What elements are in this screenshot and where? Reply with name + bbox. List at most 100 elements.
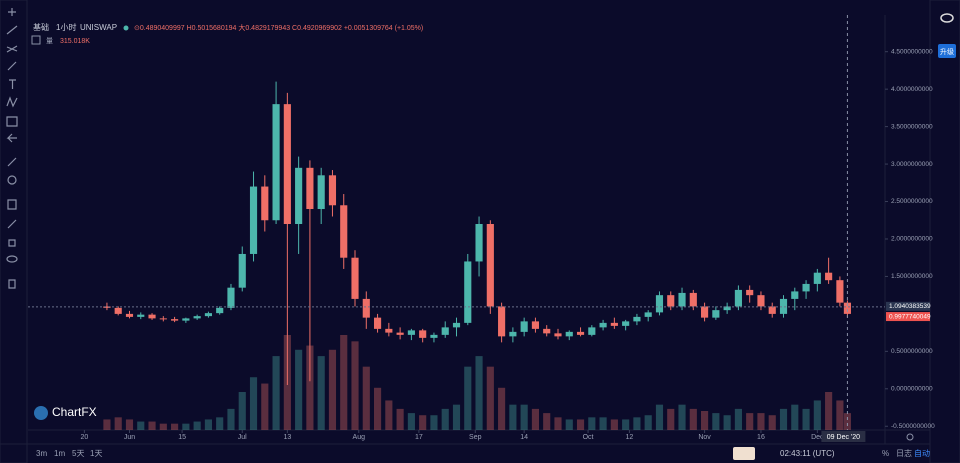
volume-bar	[362, 366, 370, 430]
candle-body	[588, 327, 596, 335]
x-tick-label: Jul	[238, 434, 247, 441]
candle-body	[385, 328, 393, 333]
volume-bar	[317, 356, 325, 430]
candle-body	[148, 314, 156, 319]
volume-bar	[261, 383, 269, 430]
volume-bar	[701, 411, 709, 430]
price-label: 1.0940383539	[889, 303, 931, 310]
volume-bar	[464, 366, 472, 430]
volume-bar	[182, 423, 190, 430]
volume-bar	[779, 408, 788, 430]
candle-body	[216, 307, 224, 314]
candle-body	[227, 287, 235, 308]
volume-bar	[554, 417, 562, 430]
volume-bar	[610, 419, 618, 430]
candle-body	[813, 272, 821, 284]
crosshair-label-bg	[821, 431, 866, 442]
candle-body	[137, 314, 145, 317]
x-tick-label: Sep	[469, 434, 482, 441]
left-toolbar	[0, 0, 28, 463]
screenshot-button[interactable]	[733, 447, 755, 460]
candle-body	[554, 333, 562, 337]
volume-bar	[103, 419, 111, 430]
ohlc-readout: ⊙0.4890409997 H0.5015680194 大0.482917994…	[134, 23, 423, 32]
volume-bar	[588, 417, 596, 430]
volume-bar	[633, 417, 641, 430]
y-tick-label: 4.0000000000	[891, 86, 933, 93]
volume-bar	[407, 413, 415, 430]
upgrade-button[interactable]	[938, 44, 956, 58]
volume-bar	[193, 421, 201, 430]
x-tick-label: 14	[520, 434, 528, 441]
candle-body	[103, 306, 111, 308]
candle-body	[340, 205, 348, 258]
candle-body	[464, 261, 472, 323]
volume-bar	[791, 404, 799, 430]
volume-bar	[509, 404, 517, 430]
range-button[interactable]: 1m	[54, 449, 65, 458]
candle-body	[193, 316, 201, 319]
volume-bar	[689, 408, 697, 430]
x-tick-label: Aug	[353, 434, 366, 441]
log-toggle[interactable]: 日志	[896, 448, 912, 458]
candle-body	[633, 316, 641, 322]
range-button[interactable]: 3m	[36, 449, 47, 458]
volume-bar	[486, 366, 494, 430]
candle-body	[701, 306, 709, 318]
x-tick-label: Jun	[124, 434, 135, 441]
volume-bar	[768, 415, 776, 430]
collapse-toggle[interactable]	[31, 35, 41, 45]
candle-body	[204, 313, 212, 317]
volume-bar	[543, 413, 551, 430]
volume-bar	[746, 413, 754, 430]
volume-bar	[272, 356, 280, 430]
clock: 02:43:11 (UTC)	[780, 449, 835, 458]
auto-toggle[interactable]: 自动	[914, 448, 930, 458]
y-tick-label: 0.0000000000	[891, 386, 933, 393]
status-dot	[123, 25, 129, 31]
candle-body	[441, 327, 449, 335]
volume-bar	[148, 421, 156, 430]
volume-bar	[125, 419, 134, 430]
candle-body	[430, 334, 438, 338]
volume-bar	[385, 400, 393, 430]
volume-bar	[295, 349, 303, 430]
candle-body	[486, 223, 494, 307]
candle-body	[667, 295, 675, 307]
volume-bar	[498, 387, 506, 430]
volume-bar	[171, 423, 179, 430]
y-tick-label: 1.5000000000	[891, 273, 933, 280]
range-button[interactable]: 5天	[72, 449, 84, 458]
volume-bar	[238, 392, 246, 430]
candle-body	[362, 298, 370, 318]
volume-bar	[216, 417, 224, 430]
settings-icon[interactable]	[906, 433, 914, 441]
candle-body	[475, 223, 483, 262]
volume-bar	[204, 419, 212, 430]
volume-bar	[531, 408, 540, 430]
price-label-bg	[886, 312, 930, 322]
eye-icon[interactable]	[940, 13, 954, 23]
volume-bar	[712, 413, 720, 430]
x-tick-label: Oct	[583, 434, 594, 441]
candle-body	[531, 321, 540, 329]
volume-bar	[306, 345, 314, 430]
y-tick-label: 2.5000000000	[891, 198, 933, 205]
volume-bar	[340, 335, 348, 430]
drawing-tools[interactable]	[6, 8, 18, 289]
candle-body	[407, 330, 415, 335]
y-tick-label: 4.5000000000	[891, 48, 933, 55]
volume-bar	[644, 415, 652, 430]
percent-toggle[interactable]: %	[882, 449, 889, 458]
volume-bar	[655, 404, 664, 430]
volume-bar	[757, 413, 765, 430]
volume-bar	[475, 356, 483, 430]
y-tick-label: 3.5000000000	[891, 123, 933, 130]
range-button[interactable]: 1天	[90, 449, 102, 458]
x-tick-label: 17	[415, 434, 423, 441]
x-tick-label: Dec	[811, 434, 824, 441]
candle-body	[576, 331, 585, 335]
candle-body	[599, 322, 607, 328]
volume-bar	[836, 400, 844, 430]
upgrade-label[interactable]: 升级	[940, 47, 954, 56]
